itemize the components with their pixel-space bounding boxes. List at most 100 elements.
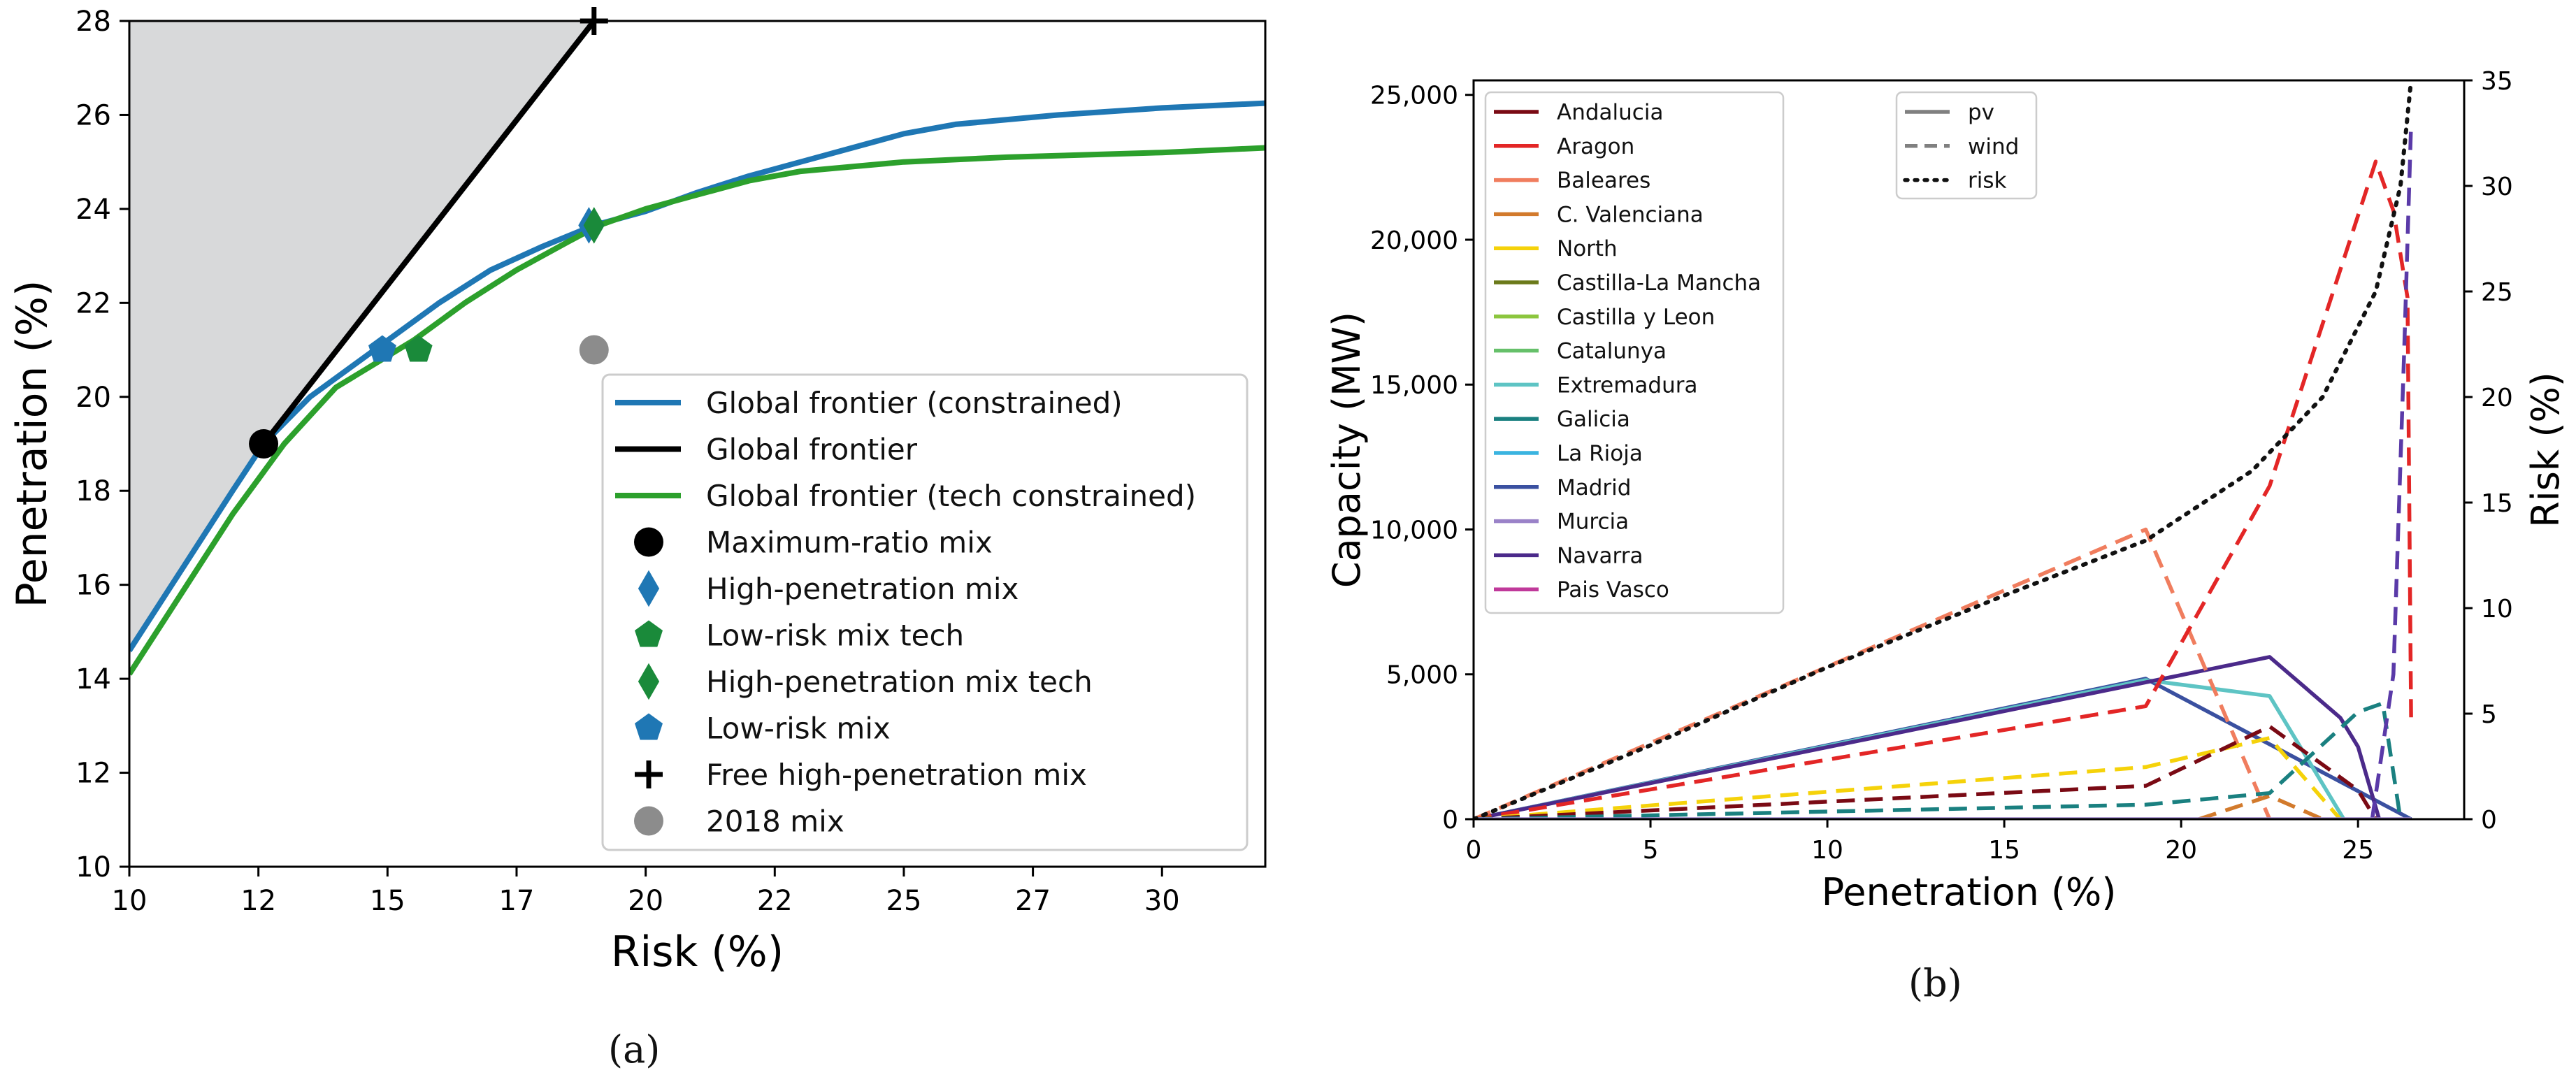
x-tick-label-a: 12 (240, 885, 276, 917)
legend-label: C. Valenciana (1557, 202, 1704, 227)
legend-label: Murcia (1557, 510, 1629, 535)
panel-a: 10 12 15 17 20 22 25 27 30 10 12 14 16 18 20 22 24 26 28 Ri… (8, 6, 1267, 976)
legend-item-murcia: Murcia (1494, 510, 1629, 535)
legend-item-madrid: Madrid (1494, 475, 1631, 500)
legend-item-high-penetration-mix-tech: High-penetration mix tech (638, 663, 1093, 700)
legend-box-a (601, 373, 1249, 851)
legend-label: High-penetration mix (706, 572, 1019, 606)
legend-swatch (634, 527, 663, 557)
y2-tick-label-b: 10 (2481, 595, 2513, 623)
y-tick-label-b: 5,000 (1386, 661, 1458, 690)
y2-tick-label-b: 5 (2481, 700, 2497, 729)
legend-item-north: North (1494, 236, 1618, 261)
panel-b: 0 5 10 15 20 25 0 5,000 10,000 15,000 20,000 25,000… (1325, 67, 2568, 914)
legend-item-global-frontier: Global frontier (615, 433, 918, 467)
legend-swatch (634, 806, 663, 836)
legend-style-wind: wind (1905, 134, 2019, 159)
legend-label: Low-risk mix tech (706, 619, 964, 653)
x-tick-label-b: 0 (1466, 836, 1482, 865)
series-c-valenciana-wind (2198, 794, 2324, 819)
y-tick-label-b: 25,000 (1370, 82, 1458, 110)
x-tick-label-a: 10 (112, 885, 147, 917)
y-tick-label-a: 10 (75, 851, 111, 883)
x-tick-label-a: 17 (499, 885, 535, 917)
series-andalucia-wind (1474, 724, 2377, 819)
legend-item-c-valenciana: C. Valenciana (1494, 202, 1704, 227)
y-tick-label-a: 26 (75, 99, 111, 131)
axes-frame-b (1472, 79, 2466, 821)
legend-item-pais-vasco: Pais Vasco (1494, 577, 1669, 603)
y-tick-label-a: 22 (75, 287, 111, 319)
legend-label: Galicia (1557, 407, 1630, 432)
y-tick-label-a: 28 (75, 6, 111, 38)
legend-label: North (1557, 236, 1618, 261)
legend-label: Global frontier (706, 433, 918, 467)
y2-tick-label-b: 15 (2481, 489, 2513, 518)
x-tick-label-b: 15 (1988, 836, 2020, 865)
legend-label: Catalunya (1557, 339, 1667, 364)
legend-label: Andalucia (1557, 100, 1663, 125)
y-tick-label-a: 14 (75, 663, 111, 695)
y-tick-label-b: 10,000 (1370, 516, 1458, 544)
legend-item-catalunya: Catalunya (1494, 339, 1667, 364)
x-tick-label-a: 30 (1144, 885, 1180, 917)
legend-style-pv: pv (1905, 100, 1994, 125)
marker-high-penetration-mix-tech (583, 207, 605, 244)
legend-label: Extremadura (1557, 373, 1698, 398)
legend-item-2018-mix: 2018 mix (634, 805, 844, 839)
marker-low-risk-mix-tech (404, 335, 433, 362)
series-navarra-pv (1474, 655, 2382, 819)
x-axis-label-b: Penetration (%) (1822, 870, 2117, 914)
y-tick-label-b: 15,000 (1370, 371, 1458, 400)
legend-item-castilla-la-mancha: Castilla-La Mancha (1494, 270, 1761, 296)
y-tick-label-a: 24 (75, 194, 111, 226)
legend-swatch (635, 620, 663, 647)
legend-label: Maximum-ratio mix (706, 526, 993, 560)
caption-a: (a) (608, 1027, 661, 1072)
feasible-region (129, 21, 594, 656)
y-tick-label-a: 20 (75, 382, 111, 414)
legend-item-maximum-ratio-mix: Maximum-ratio mix (634, 526, 993, 560)
series-global-frontier (261, 21, 596, 446)
legend-item-la-rioja: La Rioja (1494, 441, 1643, 466)
caption-b: (b) (1908, 961, 1962, 1005)
x-tick-label-b: 10 (1811, 836, 1843, 865)
legend-style-risk: risk (1903, 168, 2007, 194)
legend-label: Global frontier (constrained) (706, 386, 1123, 420)
legend-item-global-frontier-tech-constrained: Global frontier (tech constrained) (615, 479, 1196, 513)
legend-item-global-frontier-constrained: Global frontier (constrained) (615, 386, 1123, 420)
legend-label: Pais Vasco (1557, 577, 1669, 603)
legend-item-free-high-penetration-mix: Free high-penetration mix (635, 758, 1087, 792)
y2-tick-label-b: 30 (2481, 173, 2513, 201)
legend-label: Global frontier (tech constrained) (706, 479, 1196, 513)
legend-a: Global frontier (constrained) Global fron… (601, 373, 1249, 851)
x-axis-label-a: Risk (%) (611, 928, 784, 976)
legend-regions-b: Andalucia Aragon Baleares C. Valenciana Nort… (1484, 91, 1785, 614)
legend-label: Madrid (1557, 475, 1631, 500)
y-axis-label-a: Penetration (%) (8, 280, 57, 608)
y2-tick-label-b: 0 (2481, 806, 2497, 835)
legend-label: Baleares (1557, 168, 1650, 194)
legend-label: Low-risk mix (706, 712, 891, 746)
legend-label: pv (1968, 100, 1994, 125)
x-tick-label-a: 15 (370, 885, 405, 917)
legend-item-castilla-y-leon: Castilla y Leon (1494, 305, 1715, 330)
legend-styles-b: pv wind risk (1895, 91, 2038, 200)
y-axis-label-b: Capacity (MW) (1325, 312, 1369, 588)
legend-item-navarra: Navarra (1494, 543, 1643, 568)
y-tick-label-a: 12 (75, 758, 111, 790)
legend-label: risk (1968, 168, 2007, 194)
x-tick-label-b: 5 (1643, 836, 1659, 865)
y-tick-label-a: 16 (75, 570, 111, 602)
legend-item-low-risk-mix-tech: Low-risk mix tech (635, 619, 964, 653)
y-tick-label-b: 20,000 (1370, 226, 1458, 255)
legend-label: Aragon (1557, 134, 1634, 159)
x-tick-label-a: 27 (1015, 885, 1051, 917)
legend-label: Free high-penetration mix (706, 758, 1087, 792)
marker-maximum-ratio-mix (249, 429, 279, 459)
legend-label: High-penetration mix tech (706, 665, 1093, 699)
legend-item-galicia: Galicia (1494, 407, 1630, 432)
legend-item-aragon: Aragon (1494, 134, 1634, 159)
y2-tick-label-b: 35 (2481, 67, 2513, 96)
